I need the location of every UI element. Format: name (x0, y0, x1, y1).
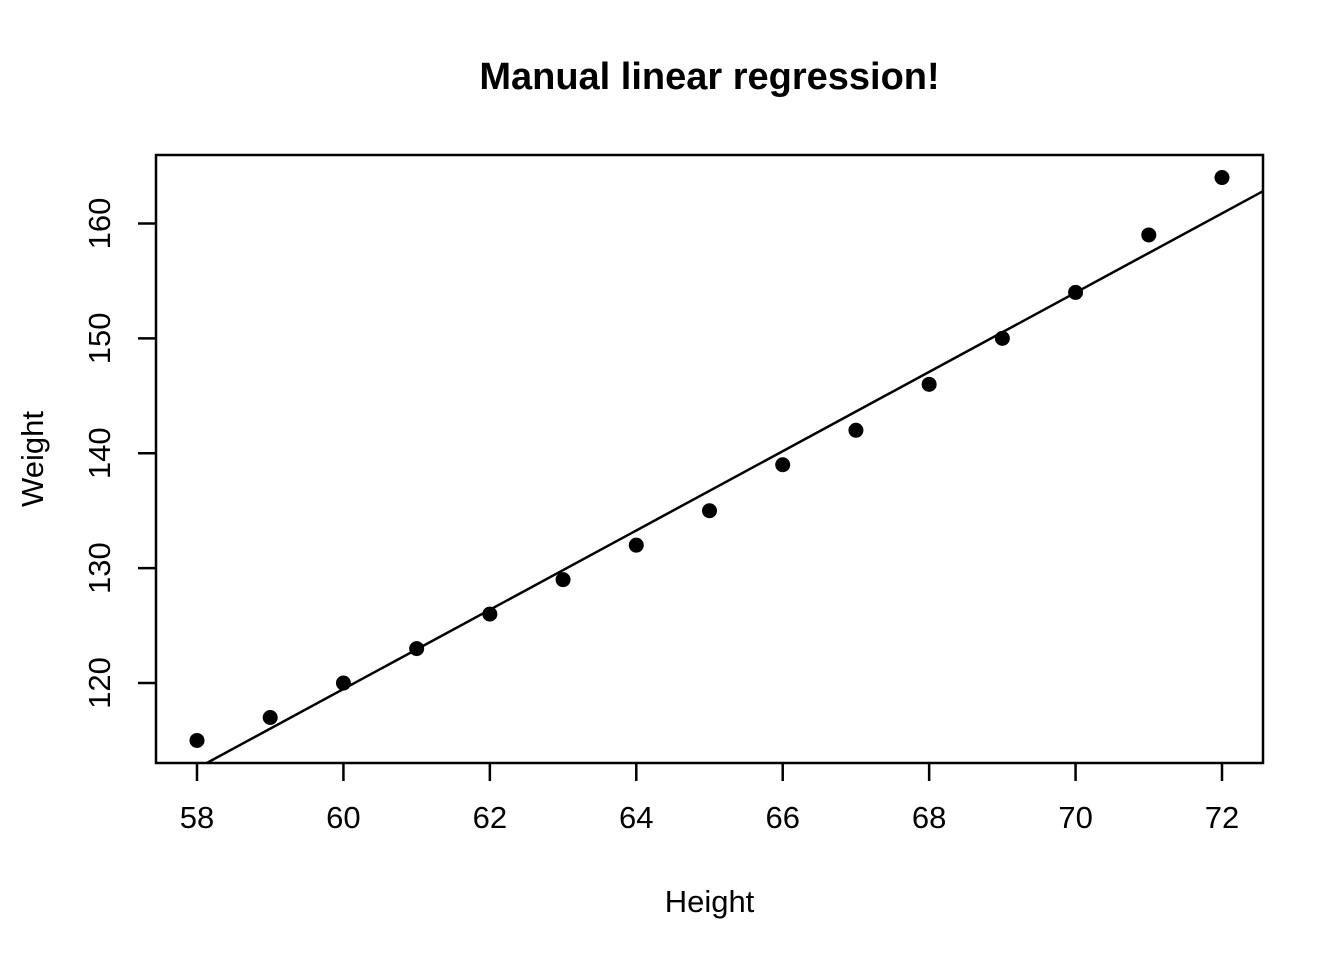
regression-line (206, 190, 1264, 765)
chart-title: Manual linear regression! (479, 56, 940, 98)
data-point (848, 422, 864, 438)
plot-box (154, 153, 1265, 765)
x-tick-label: 68 (912, 800, 946, 835)
data-point (335, 675, 351, 691)
y-axis-label: Weight (15, 411, 50, 507)
x-tick-label: 66 (765, 800, 799, 835)
data-point (1214, 170, 1230, 186)
data-point (702, 503, 717, 519)
y-tick-label: 140 (82, 427, 117, 479)
data-point (921, 376, 937, 392)
y-tick-label: 150 (82, 312, 117, 364)
data-point (628, 537, 644, 553)
x-tick-label: 60 (326, 800, 360, 835)
data-point (409, 641, 425, 657)
x-axis-label: Height (664, 884, 755, 919)
y-tick-label: 160 (82, 198, 117, 250)
data-point (189, 732, 205, 748)
data-point (775, 457, 791, 473)
data-point (1068, 284, 1084, 300)
x-tick-label: 62 (473, 800, 507, 835)
x-tick-label: 72 (1205, 800, 1239, 835)
y-tick-label: 130 (82, 542, 117, 594)
data-point (482, 606, 498, 622)
data-point (1141, 227, 1157, 243)
data-point (262, 710, 278, 726)
data-point (555, 572, 571, 588)
x-tick-label: 70 (1058, 800, 1092, 835)
y-tick-label: 120 (82, 657, 117, 709)
data-point (994, 330, 1010, 346)
x-tick-label: 64 (619, 800, 653, 835)
x-tick-label: 58 (180, 800, 214, 835)
